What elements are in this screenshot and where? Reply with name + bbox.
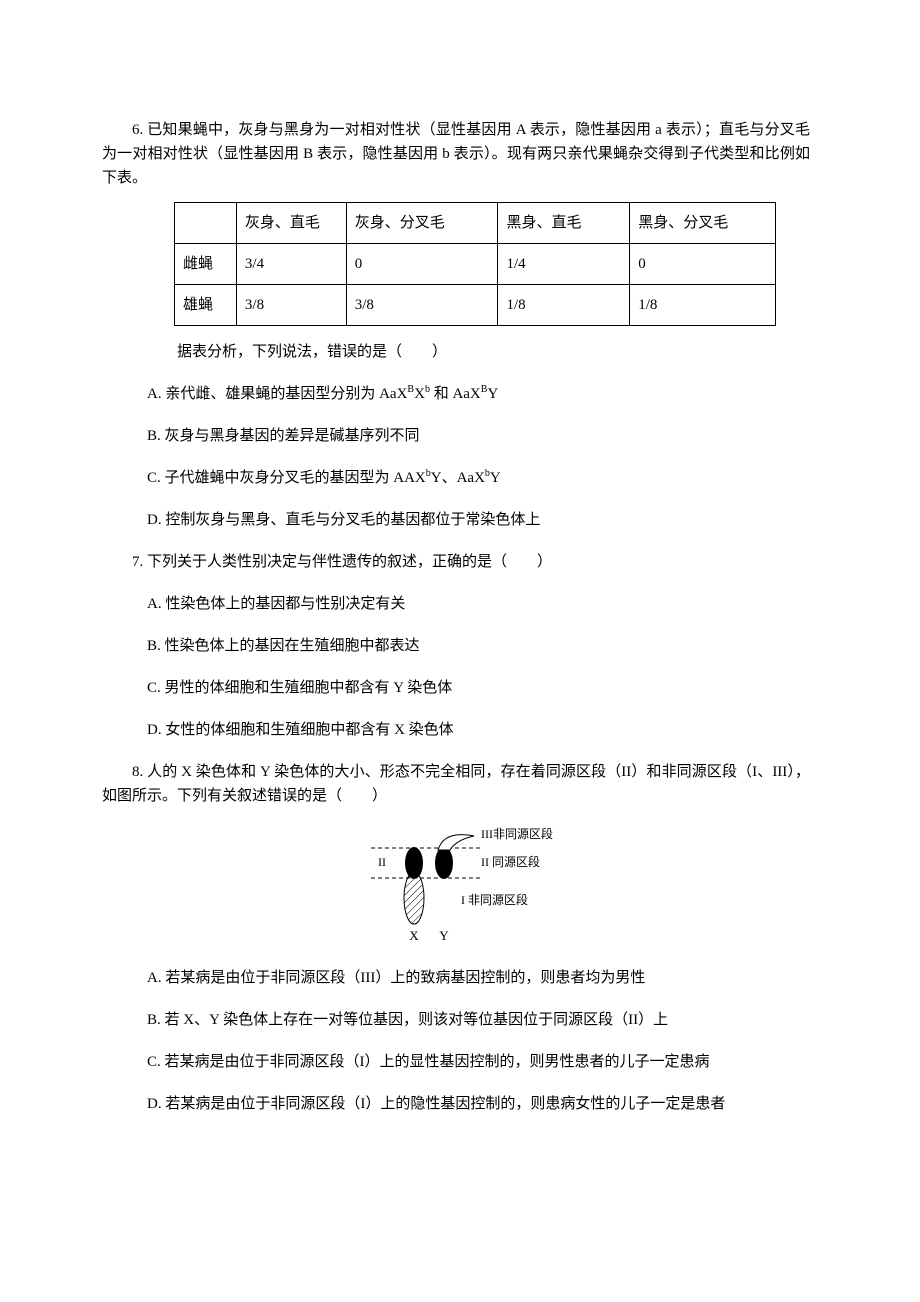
q6-option-a: A. 亲代雌、雄果蝇的基因型分别为 AaXBXb 和 AaXBY <box>102 382 810 406</box>
table-header: 黑身、分叉毛 <box>630 203 776 244</box>
table-row: 雌蝇 3/4 0 1/4 0 <box>175 244 776 285</box>
option-text: Y、AaX <box>431 470 485 486</box>
q6-option-b: B. 灰身与黑身基因的差异是碱基序列不同 <box>102 424 810 448</box>
q7-option-d: D. 女性的体细胞和生殖细胞中都含有 X 染色体 <box>102 718 810 742</box>
table-cell: 3/4 <box>236 244 346 285</box>
table-row: 雄蝇 3/8 3/8 1/8 1/8 <box>175 285 776 326</box>
table-cell: 3/8 <box>346 285 498 326</box>
q7-option-a: A. 性染色体上的基因都与性别决定有关 <box>102 592 810 616</box>
q6-option-d: D. 控制灰身与黑身、直毛与分叉毛的基因都位于常染色体上 <box>102 508 810 532</box>
table-header: 灰身、直毛 <box>236 203 346 244</box>
label-iii: III非同源区段 <box>481 826 553 841</box>
option-text: X <box>414 386 425 402</box>
q6-post: 据表分析，下列说法，错误的是（ ） <box>102 340 810 364</box>
option-text: 和 AaX <box>430 386 481 402</box>
q8-diagram: III非同源区段 II 同源区段 II I 非同源区段 X Y <box>102 818 810 948</box>
table-cell: 0 <box>346 244 498 285</box>
q8-option-b: B. 若 X、Y 染色体上存在一对等位基因，则该对等位基因位于同源区段（II）上 <box>102 1008 810 1032</box>
table-cell: 雄蝇 <box>175 285 237 326</box>
y-region-ii <box>435 847 453 879</box>
table-header: 黑身、直毛 <box>498 203 630 244</box>
label-y: Y <box>439 928 449 943</box>
table-cell: 雌蝇 <box>175 244 237 285</box>
q8-option-c: C. 若某病是由位于非同源区段（I）上的显性基因控制的，则男性患者的儿子一定患病 <box>102 1050 810 1074</box>
q7-option-c: C. 男性的体细胞和生殖细胞中都含有 Y 染色体 <box>102 676 810 700</box>
label-ii-left: II <box>378 855 386 869</box>
option-text: Y <box>487 386 498 402</box>
label-i: I 非同源区段 <box>461 892 528 907</box>
q7-option-b: B. 性染色体上的基因在生殖细胞中都表达 <box>102 634 810 658</box>
option-text: A. 亲代雌、雄果蝇的基因型分别为 AaX <box>147 386 407 402</box>
q8-option-d: D. 若某病是由位于非同源区段（I）上的隐性基因控制的，则患病女性的儿子一定是患… <box>102 1092 810 1116</box>
q8-option-a: A. 若某病是由位于非同源区段（III）上的致病基因控制的，则患者均为男性 <box>102 966 810 990</box>
q7-stem: 7. 下列关于人类性别决定与伴性遗传的叙述，正确的是（ ） <box>102 550 810 574</box>
chromosome-diagram: III非同源区段 II 同源区段 II I 非同源区段 X Y <box>326 818 586 948</box>
label-x: X <box>409 928 419 943</box>
x-region-i <box>404 872 424 924</box>
option-text: Y <box>490 470 501 486</box>
table-cell: 1/8 <box>498 285 630 326</box>
label-ii-right: II 同源区段 <box>481 854 540 869</box>
q8-stem: 8. 人的 X 染色体和 Y 染色体的大小、形态不完全相同，存在着同源区段（II… <box>102 760 810 808</box>
table-cell: 1/8 <box>630 285 776 326</box>
table-header: 灰身、分叉毛 <box>346 203 498 244</box>
option-text: C. 子代雄蝇中灰身分叉毛的基因型为 AAX <box>147 470 426 486</box>
q6-table: 灰身、直毛 灰身、分叉毛 黑身、直毛 黑身、分叉毛 雌蝇 3/4 0 1/4 0… <box>174 202 776 326</box>
table-row: 灰身、直毛 灰身、分叉毛 黑身、直毛 黑身、分叉毛 <box>175 203 776 244</box>
table-cell: 0 <box>630 244 776 285</box>
table-cell: 3/8 <box>236 285 346 326</box>
q6-stem: 6. 已知果蝇中，灰身与黑身为一对相对性状（显性基因用 A 表示，隐性基因用 a… <box>102 118 810 190</box>
q6-option-c: C. 子代雄蝇中灰身分叉毛的基因型为 AAXbY、AaXbY <box>102 466 810 490</box>
table-cell: 1/4 <box>498 244 630 285</box>
table-header <box>175 203 237 244</box>
